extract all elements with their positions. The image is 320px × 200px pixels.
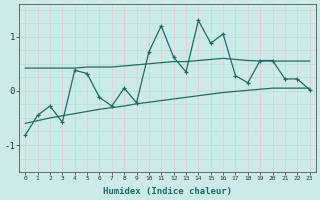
X-axis label: Humidex (Indice chaleur): Humidex (Indice chaleur) [103, 187, 232, 196]
